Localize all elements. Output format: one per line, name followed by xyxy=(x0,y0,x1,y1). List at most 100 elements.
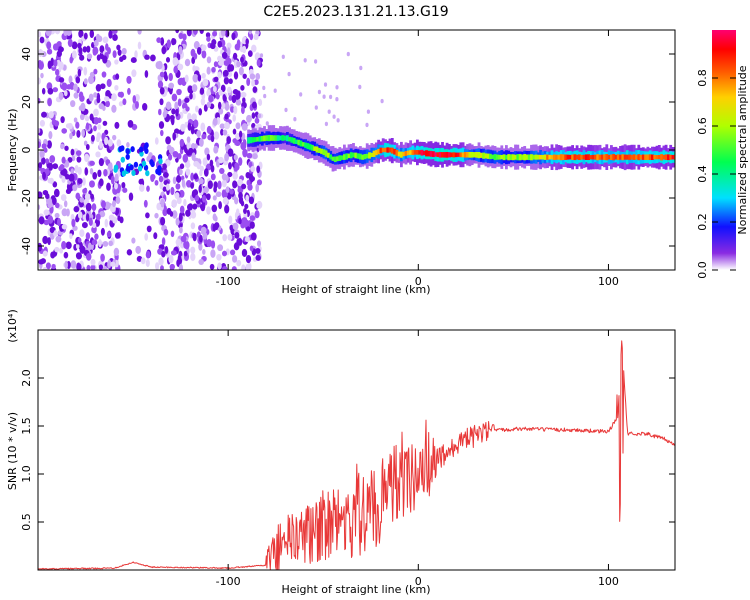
ridge-core xyxy=(484,153,488,159)
noise-blob xyxy=(91,222,97,229)
ridge-core xyxy=(384,147,387,153)
noise-blob xyxy=(114,84,119,91)
ridge-core xyxy=(612,154,616,161)
ridge-core xyxy=(596,154,600,161)
noise-blob xyxy=(45,30,52,37)
noise-blob xyxy=(365,122,369,128)
noise-blob xyxy=(47,237,51,246)
noise-blob xyxy=(95,151,101,158)
noise-blob xyxy=(155,262,160,270)
noise-blob xyxy=(199,30,204,34)
noise-blob xyxy=(163,228,169,236)
noise-blob xyxy=(117,91,123,98)
noise-blob xyxy=(251,44,257,53)
noise-blob xyxy=(358,84,362,90)
noise-blob xyxy=(101,200,106,209)
ridge-core xyxy=(514,154,517,160)
noise-blob xyxy=(238,191,243,200)
noise-blob xyxy=(40,258,46,264)
ridge-core xyxy=(598,154,602,160)
noise-blob xyxy=(222,234,228,242)
noise-blob xyxy=(139,184,145,192)
noise-blob xyxy=(116,139,122,147)
noise-blob xyxy=(236,60,241,68)
noise-blob xyxy=(96,96,101,104)
ridge-core xyxy=(279,135,282,141)
figure-title: C2E5.2023.131.21.13.G19 xyxy=(263,4,448,20)
ridge-core xyxy=(511,154,515,161)
noise-blob xyxy=(102,240,109,247)
noise-blob xyxy=(180,235,187,243)
noise-cluster-blob xyxy=(155,168,160,175)
noise-blob xyxy=(95,213,101,221)
noise-blob xyxy=(158,257,164,266)
ridge-core xyxy=(292,137,296,144)
ridge-core xyxy=(397,151,401,157)
noise-blob xyxy=(236,39,241,47)
noise-blob xyxy=(38,128,41,134)
noise-blob xyxy=(241,123,248,131)
ridge-core xyxy=(475,152,479,158)
noise-blob xyxy=(77,178,83,185)
ridge-core xyxy=(502,154,506,161)
noise-blob xyxy=(221,250,228,257)
noise-blob xyxy=(140,257,146,265)
ridge-core xyxy=(438,152,442,158)
spectrogram-ticks: -100 0 100 -40 -20 0 20 40 xyxy=(20,30,675,288)
noise-blob xyxy=(98,178,104,187)
noise-blob xyxy=(160,198,165,208)
noise-blob xyxy=(102,105,106,111)
noise-blob xyxy=(242,45,247,54)
noise-blob xyxy=(163,71,168,80)
noise-blob xyxy=(89,30,95,39)
noise-blob xyxy=(182,153,189,163)
noise-blob xyxy=(64,173,70,180)
noise-blob xyxy=(134,50,138,59)
noise-blob xyxy=(111,93,117,102)
noise-blob xyxy=(169,264,175,270)
noise-blob xyxy=(89,160,95,166)
noise-blob xyxy=(118,101,124,107)
noise-blob xyxy=(52,87,59,93)
noise-blob xyxy=(84,115,90,122)
ridge-core xyxy=(317,147,321,153)
ridge-core xyxy=(288,136,291,142)
y-tick-label: 20 xyxy=(20,95,33,109)
noise-blob xyxy=(60,169,66,176)
ridge-core xyxy=(340,155,344,160)
noise-blob xyxy=(77,237,82,243)
noise-blob xyxy=(165,183,170,191)
noise-blob xyxy=(93,68,98,75)
ridge-core xyxy=(568,154,572,160)
noise-blob xyxy=(359,65,363,71)
noise-blob xyxy=(64,260,68,270)
noise-blob xyxy=(235,122,241,130)
noise-blob xyxy=(104,218,109,228)
noise-blob xyxy=(198,184,202,194)
ridge-core xyxy=(370,152,374,157)
noise-blob xyxy=(112,134,117,141)
noise-blob xyxy=(135,245,142,254)
noise-blob xyxy=(212,117,218,126)
noise-blob xyxy=(107,259,112,269)
noise-blob xyxy=(245,263,250,270)
noise-blob xyxy=(224,102,230,111)
noise-blob xyxy=(52,181,58,188)
noise-blob xyxy=(206,101,211,108)
noise-blob xyxy=(226,42,232,50)
noise-blob xyxy=(107,163,112,170)
ridge-core xyxy=(463,152,467,158)
ridge-core xyxy=(413,150,417,155)
noise-blob xyxy=(178,213,183,222)
noise-blob xyxy=(98,239,102,248)
noise-blob xyxy=(63,200,68,208)
noise-blob xyxy=(54,212,60,219)
noise-blob xyxy=(106,78,112,88)
noise-blob xyxy=(366,109,370,114)
noise-blob xyxy=(179,205,185,214)
ridge-core xyxy=(493,154,497,161)
noise-blob xyxy=(244,236,250,243)
noise-blob xyxy=(126,142,130,148)
noise-blob xyxy=(168,82,175,89)
